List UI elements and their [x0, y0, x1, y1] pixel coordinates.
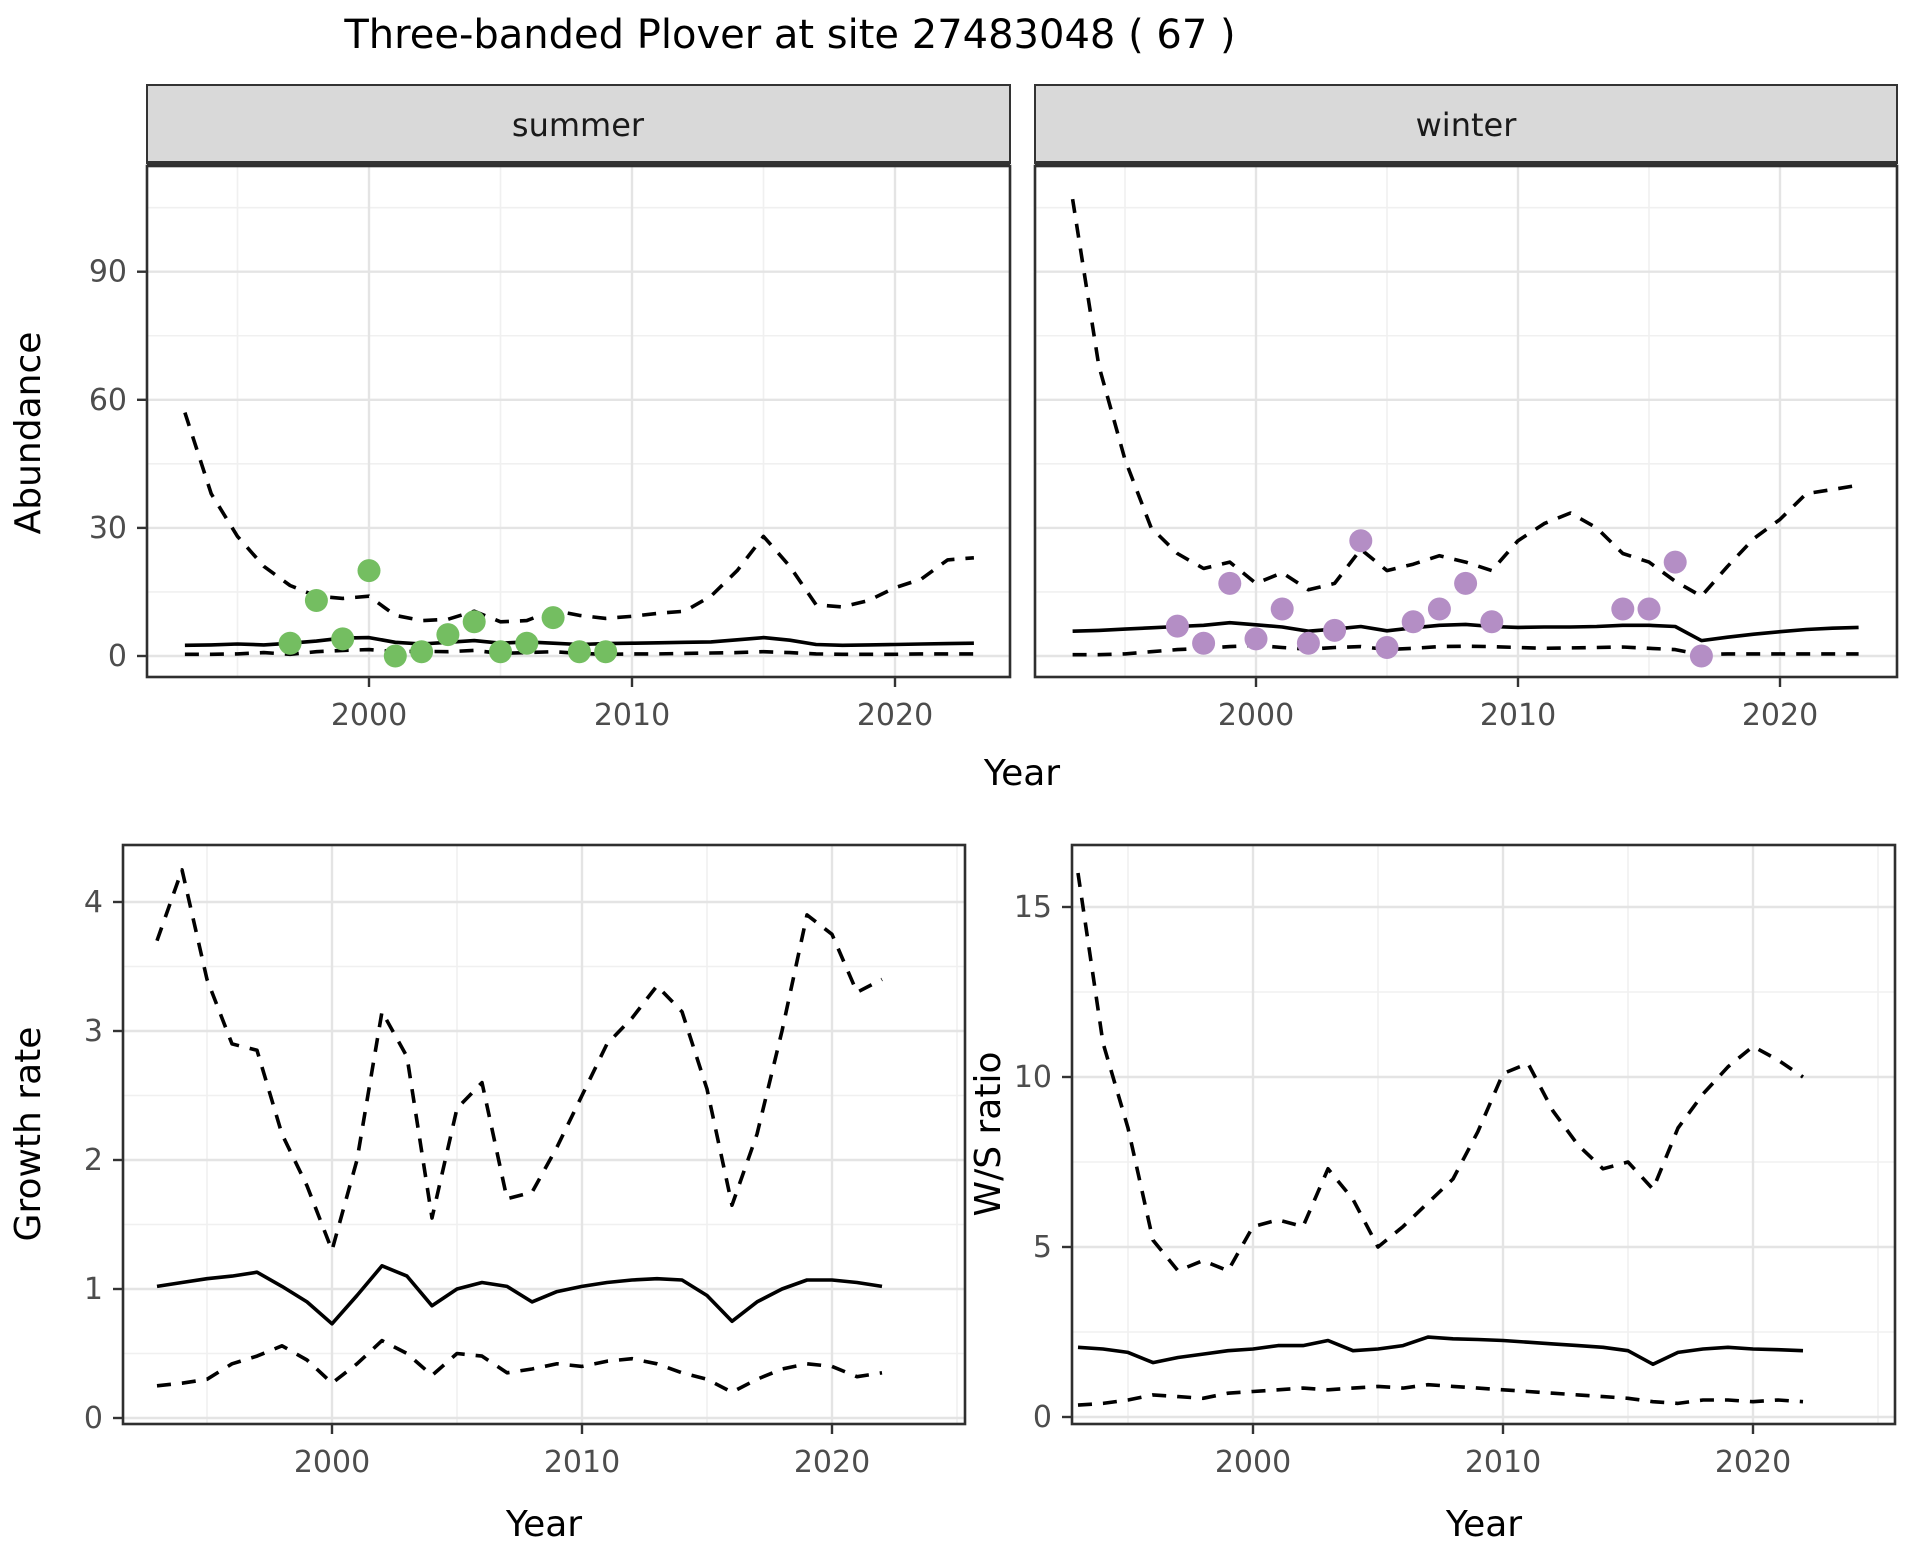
panel-winter: 2000 2010 2020 — [1033, 164, 1899, 733]
y-tick-label: 4 — [84, 885, 103, 920]
facet-strip-summer-label: summer — [512, 106, 645, 144]
y-tick-label: 3 — [84, 1014, 103, 1049]
data-point — [304, 589, 328, 612]
y-axis-title-ws-ratio: W/S ratio — [968, 1051, 1009, 1216]
x-tick-label: 2020 — [857, 698, 933, 733]
panel-ws: 2000 2010 2020 0 5 10 15 — [1014, 843, 1897, 1480]
y-tick-label: 90 — [89, 255, 127, 290]
data-point — [1244, 627, 1268, 651]
x-tick-label: 2000 — [294, 1445, 370, 1480]
x-tick-label: 2000 — [1218, 698, 1294, 733]
series-median — [1077, 1335, 1804, 1367]
y-tick-label: 15 — [1014, 890, 1052, 925]
data-point — [331, 627, 355, 651]
data-point — [1323, 618, 1347, 642]
observation-points-summer — [278, 559, 618, 668]
data-point — [541, 606, 565, 630]
data-point — [1663, 550, 1687, 574]
series-upper-ci — [155, 867, 883, 1253]
chart-title: Three-banded Plover at site 27483048 ( 6… — [343, 12, 1235, 58]
panel-border — [121, 843, 967, 1426]
panel-bg — [1035, 166, 1897, 677]
y-tick-label: 5 — [1033, 1230, 1052, 1265]
y-tick-label: 10 — [1014, 1060, 1052, 1095]
data-point — [1454, 571, 1478, 595]
y-tick-label: 2 — [84, 1143, 103, 1178]
y-tick-label: 30 — [89, 511, 127, 546]
panel-border — [1070, 843, 1897, 1426]
data-point — [1270, 597, 1294, 621]
data-point — [1296, 631, 1320, 655]
series-lower-ci — [156, 1338, 883, 1394]
x-tick-label: 2010 — [1480, 698, 1556, 733]
facet-strip-summer-bg — [146, 84, 1011, 164]
data-point — [1611, 597, 1635, 621]
y-tick-label: 0 — [1033, 1400, 1052, 1435]
data-point — [1165, 614, 1189, 638]
x-tick-label: 2010 — [594, 698, 670, 733]
data-point — [357, 559, 381, 583]
facet-strip-winter: winter — [1034, 84, 1898, 165]
x-tick-label: 2000 — [1215, 1445, 1291, 1480]
series-median — [156, 1264, 883, 1326]
data-point — [410, 640, 434, 664]
panel-border — [1033, 164, 1899, 679]
panel-bg — [147, 166, 1010, 677]
x-tick-label: 2020 — [1715, 1445, 1791, 1480]
data-point — [1349, 529, 1373, 553]
data-point — [567, 640, 591, 664]
data-point — [462, 610, 486, 634]
panel-bg — [1072, 845, 1895, 1424]
data-point — [1375, 636, 1399, 659]
y-tick-label: 1 — [84, 1272, 103, 1307]
data-point — [1637, 597, 1661, 621]
series-lower-ci — [184, 647, 974, 657]
data-point — [1401, 610, 1425, 634]
data-point — [594, 640, 618, 664]
data-point — [1427, 597, 1451, 621]
facet-strip-summer: summer — [146, 84, 1011, 165]
facet-strip-winter-label: winter — [1416, 106, 1518, 144]
y-tick-label: 0 — [108, 639, 127, 674]
panel-summer: 2000 2010 2020 0 30 60 90 — [89, 164, 1012, 733]
y-tick-label: 0 — [84, 1401, 103, 1436]
y-tick-label: 60 — [89, 383, 127, 418]
y-axis-title-abundance: Abundance — [8, 332, 49, 535]
data-point — [489, 640, 512, 664]
panel-border — [145, 164, 1012, 679]
series-lower-ci — [1077, 1382, 1804, 1407]
observation-points-winter — [1165, 529, 1713, 668]
x-tick-label: 2010 — [544, 1445, 620, 1480]
panel-bg — [123, 845, 965, 1424]
panel-growth: 2000 2010 2020 0 1 2 3 4 — [84, 843, 967, 1480]
data-point — [278, 631, 302, 655]
x-tick-label: 2000 — [331, 698, 407, 733]
x-tick-label: 2010 — [1465, 1445, 1541, 1480]
data-point — [1218, 571, 1242, 595]
x-axis-title-year-bottom-left: Year — [505, 1504, 582, 1545]
data-point — [1480, 610, 1504, 634]
x-tick-label: 2020 — [794, 1445, 870, 1480]
series-median — [1072, 620, 1859, 643]
x-axis-title-year-top: Year — [983, 753, 1060, 794]
data-point — [1192, 631, 1216, 655]
y-axis-title-growth-rate: Growth rate — [8, 1027, 49, 1242]
series-upper-ci — [1070, 198, 1859, 599]
x-tick-label: 2020 — [1742, 698, 1818, 733]
data-point — [383, 644, 407, 668]
data-point — [1689, 644, 1713, 668]
x-axis-title-year-bottom-right: Year — [1445, 1504, 1522, 1545]
data-point — [436, 623, 460, 647]
series-upper-ci — [1076, 872, 1805, 1273]
data-point — [515, 631, 539, 655]
